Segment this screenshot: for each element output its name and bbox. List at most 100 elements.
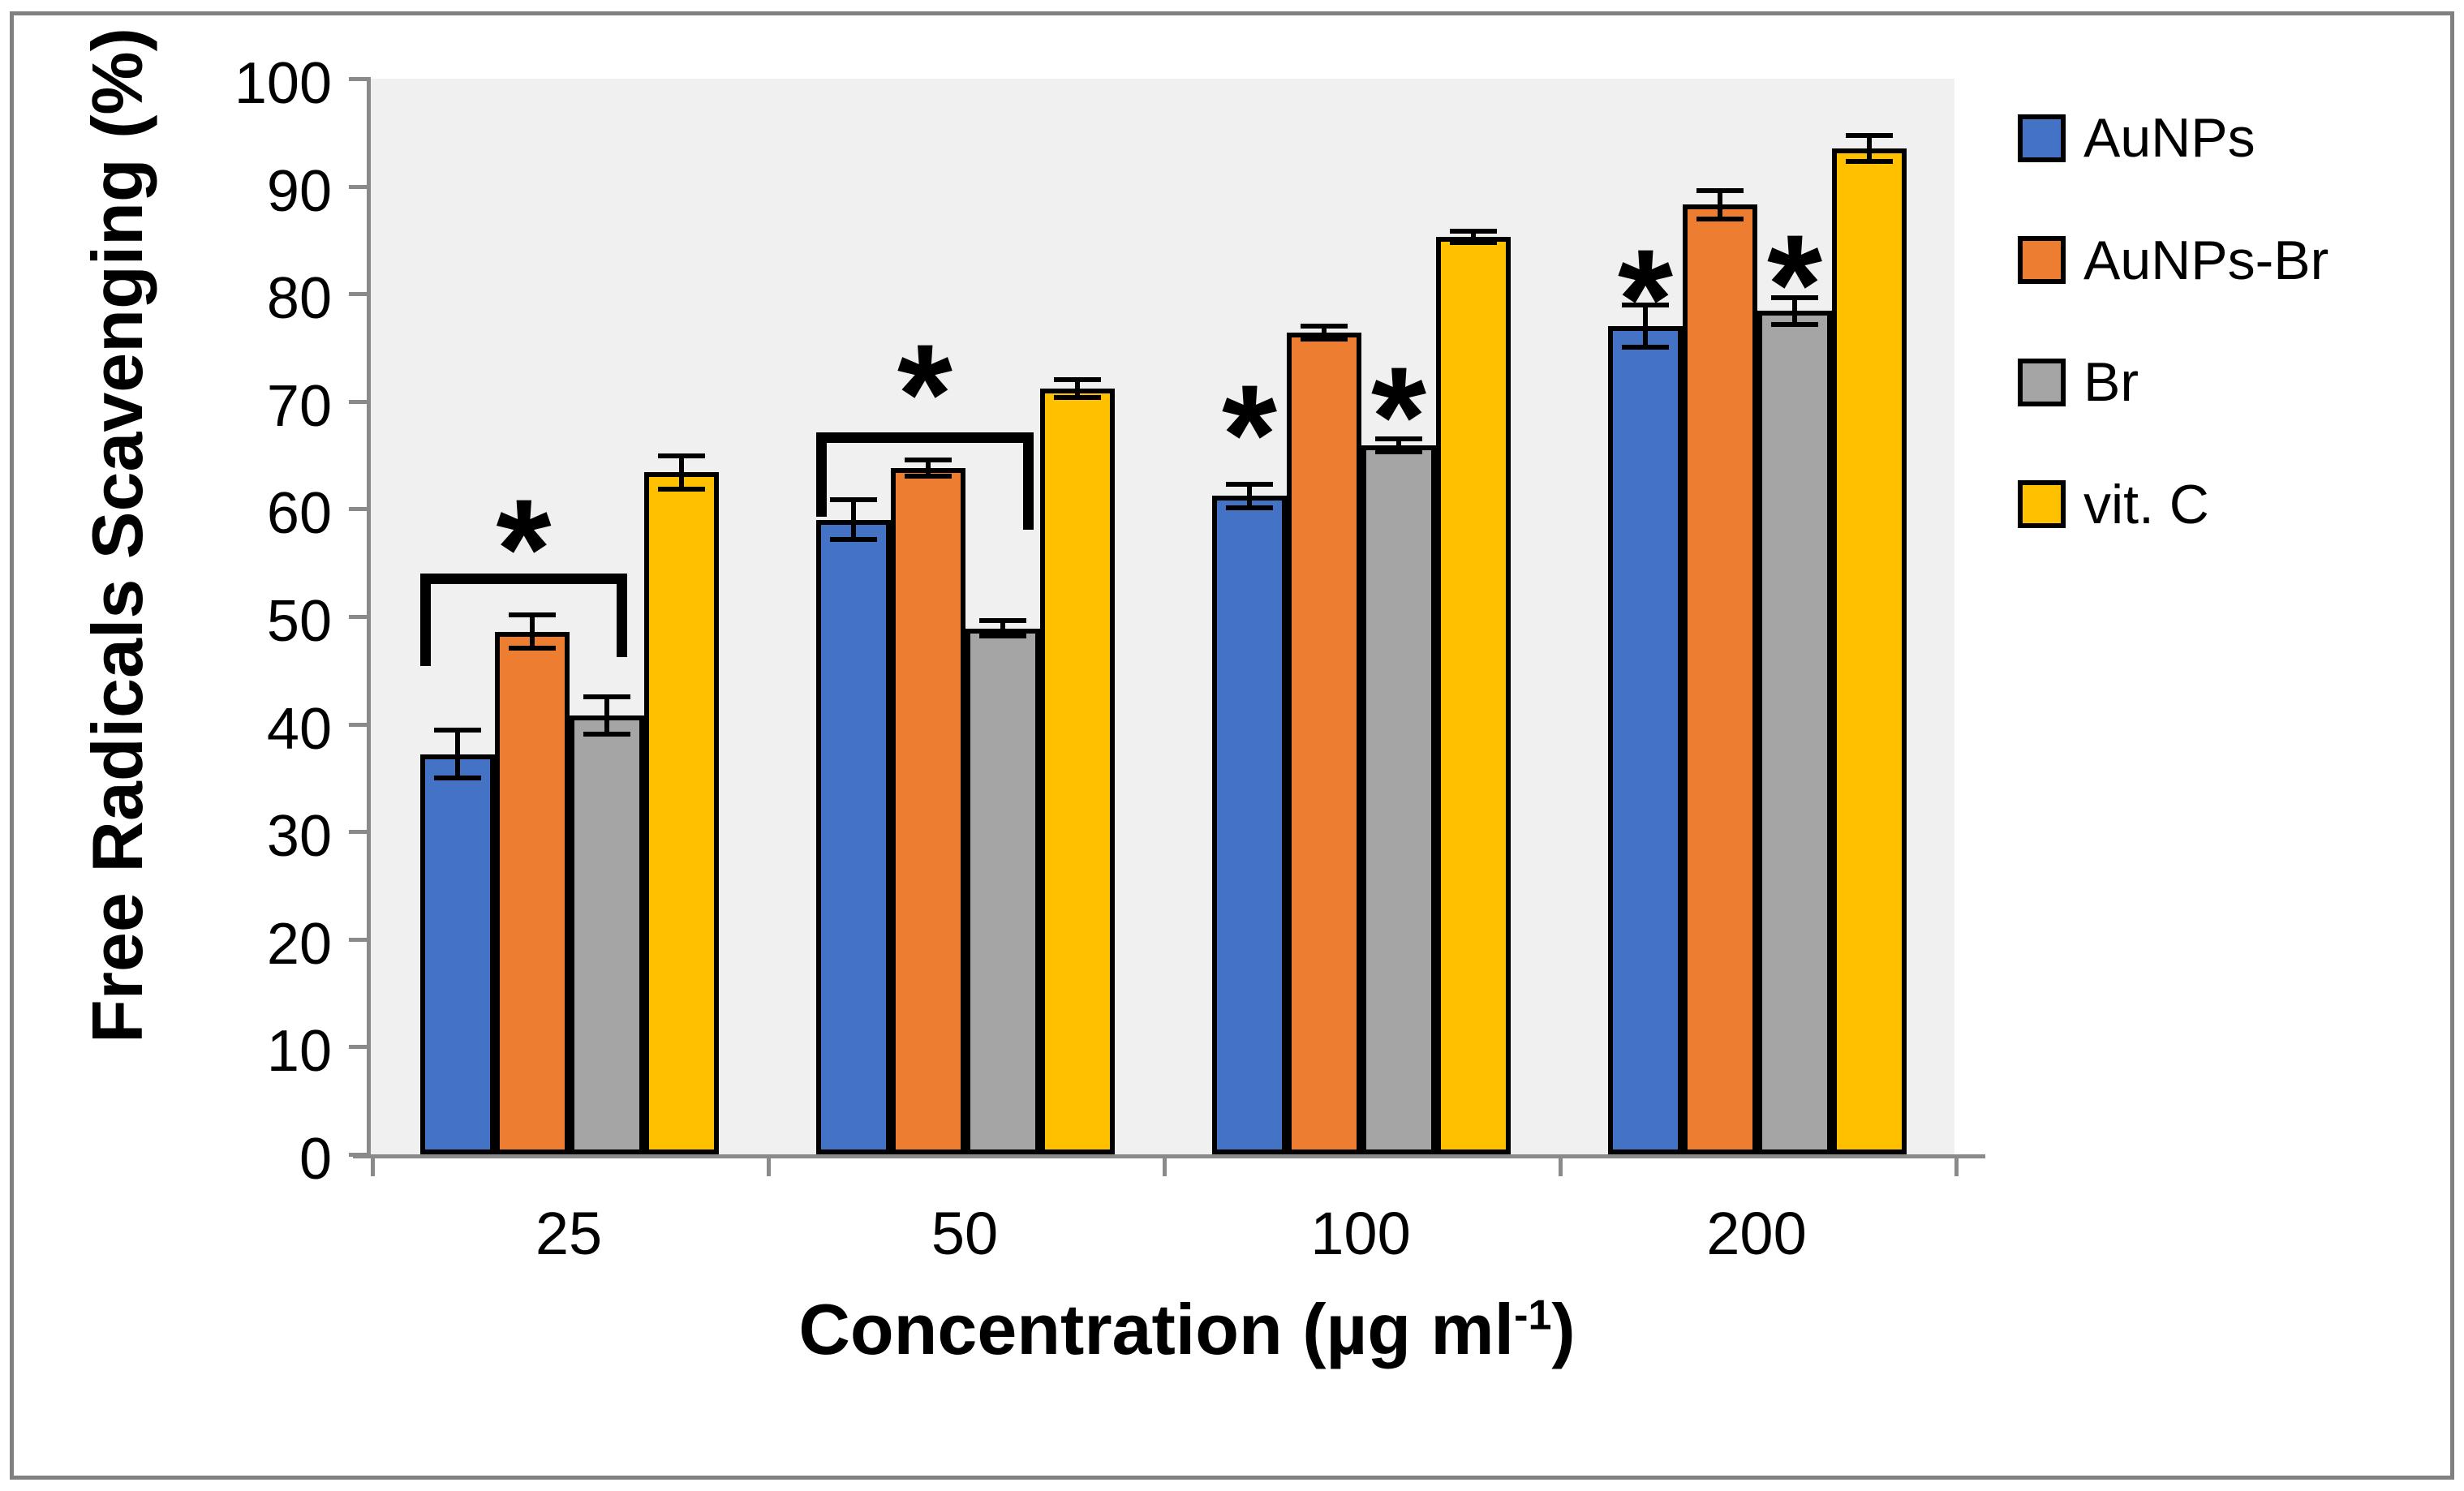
- error-bar-stem: [1075, 381, 1080, 395]
- error-bar-cap-top: [1375, 436, 1422, 441]
- x-boundary-tick-mark: [767, 1158, 771, 1176]
- legend-swatch-icon: [2018, 236, 2066, 284]
- y-axis-title: Free Radicals Scavenging (%): [77, 28, 157, 1043]
- legend-item-br[interactable]: Br: [2018, 350, 2139, 414]
- x-tick-label: 50: [931, 1200, 999, 1267]
- legend-label: Br: [2083, 351, 2139, 413]
- y-tick-label: 50: [266, 589, 332, 654]
- bar-aunps-br-200: [1683, 204, 1757, 1154]
- y-tick-label: 60: [266, 481, 332, 547]
- error-bar-cap-bottom: [1622, 344, 1669, 350]
- y-tick-label: 30: [266, 804, 332, 870]
- legend-label: vit. C: [2083, 473, 2209, 535]
- error-bar-stem: [1643, 307, 1648, 345]
- x-tick-label: 200: [1706, 1200, 1807, 1267]
- legend-item-aunps-br[interactable]: AuNPs-Br: [2018, 229, 2329, 292]
- bar-aunps-25: [420, 754, 495, 1154]
- error-bar-cap-top: [1622, 303, 1669, 308]
- error-bar-cap-top: [583, 694, 630, 700]
- error-bar-cap-bottom: [509, 645, 556, 651]
- significance-bracket-left-arm: [816, 432, 827, 517]
- error-bar-cap-bottom: [434, 776, 481, 781]
- error-bar-cap-top: [1771, 295, 1818, 301]
- x-axis-line: [353, 1154, 1985, 1158]
- y-tick-mark: [349, 615, 367, 619]
- legend-swatch-icon: [2018, 480, 2066, 528]
- error-bar-stem: [851, 502, 856, 537]
- error-bar-cap-top: [434, 728, 481, 733]
- error-bar-cap-bottom: [1450, 239, 1497, 245]
- error-bar-cap-bottom: [1054, 394, 1101, 400]
- x-boundary-tick-mark: [371, 1158, 375, 1176]
- error-bar-stem: [604, 699, 609, 732]
- error-bar-stem: [1247, 486, 1252, 506]
- error-bar-cap-top: [1301, 323, 1348, 329]
- error-bar-cap-bottom: [1301, 337, 1348, 342]
- error-bar-stem: [926, 462, 931, 474]
- y-tick-label: 80: [266, 266, 332, 332]
- error-bar-cap-top: [1450, 228, 1497, 234]
- bar-aunps-br-100: [1287, 332, 1361, 1154]
- y-tick-mark: [349, 184, 367, 189]
- y-tick-label: 20: [266, 911, 332, 977]
- error-bar-cap-bottom: [1771, 321, 1818, 327]
- legend-item-vit-c[interactable]: vit. C: [2018, 473, 2209, 536]
- error-bar-cap-top: [905, 458, 952, 463]
- error-bar-cap-bottom: [979, 634, 1026, 639]
- legend-label: AuNPs: [2083, 107, 2255, 169]
- error-bar-cap-bottom: [830, 536, 877, 542]
- bar-vit-c-50: [1040, 388, 1115, 1154]
- error-bar-cap-top: [1226, 481, 1273, 487]
- legend-swatch-icon: [2018, 358, 2066, 406]
- x-axis-title-close: ): [1551, 1289, 1576, 1369]
- y-tick-label: 40: [266, 696, 332, 762]
- bar-vit-c-100: [1436, 236, 1511, 1154]
- x-axis-title: Concentration (µg ml-1): [798, 1288, 1575, 1371]
- y-tick-mark: [349, 937, 367, 942]
- x-tick-label: 100: [1310, 1200, 1411, 1267]
- y-tick-mark: [349, 292, 367, 297]
- y-tick-mark: [349, 507, 367, 512]
- bar-aunps-100: [1212, 496, 1287, 1154]
- x-boundary-tick-mark: [1163, 1158, 1167, 1176]
- error-bar-stem: [1396, 440, 1401, 450]
- error-bar-stem: [1867, 137, 1872, 160]
- bar-aunps-br-50: [891, 468, 965, 1154]
- error-bar-stem: [1322, 328, 1327, 337]
- x-axis-title-superscript: -1: [1514, 1291, 1552, 1339]
- x-boundary-tick-mark: [1559, 1158, 1563, 1176]
- bar-aunps-50: [816, 519, 891, 1154]
- legend-item-aunps[interactable]: AuNPs: [2018, 106, 2255, 170]
- significance-bracket-bar: [816, 432, 1034, 444]
- error-bar-stem: [1792, 300, 1797, 322]
- legend-swatch-icon: [2018, 114, 2066, 162]
- error-bar-cap-top: [979, 617, 1026, 623]
- error-bar-cap-bottom: [1375, 449, 1422, 455]
- error-bar-cap-top: [1696, 187, 1744, 193]
- error-bar-cap-bottom: [583, 731, 630, 737]
- bar-br-100: [1361, 445, 1436, 1154]
- error-bar-cap-bottom: [905, 473, 952, 479]
- y-tick-mark: [349, 77, 367, 81]
- bar-vit-c-25: [644, 472, 719, 1154]
- error-bar-stem: [1000, 622, 1005, 634]
- bar-aunps-200: [1608, 325, 1683, 1154]
- x-tick-label: 25: [535, 1200, 603, 1267]
- error-bar-cap-top: [658, 453, 705, 459]
- significance-asterisk: *: [496, 470, 552, 629]
- error-bar-cap-bottom: [1696, 216, 1744, 221]
- y-tick-label: 10: [266, 1019, 332, 1085]
- y-tick-mark: [349, 1045, 367, 1050]
- error-bar-cap-top: [509, 612, 556, 618]
- error-bar-cap-bottom: [1226, 505, 1273, 511]
- error-bar-stem: [1471, 233, 1476, 240]
- bar-aunps-br-25: [495, 631, 570, 1154]
- bar-br-25: [570, 715, 644, 1154]
- legend-label: AuNPs-Br: [2083, 229, 2329, 291]
- error-bar-cap-top: [830, 497, 877, 503]
- error-bar-cap-top: [1846, 132, 1893, 138]
- significance-asterisk: *: [1617, 221, 1674, 380]
- y-axis-line: [367, 77, 371, 1158]
- x-boundary-tick-mark: [1954, 1158, 1959, 1176]
